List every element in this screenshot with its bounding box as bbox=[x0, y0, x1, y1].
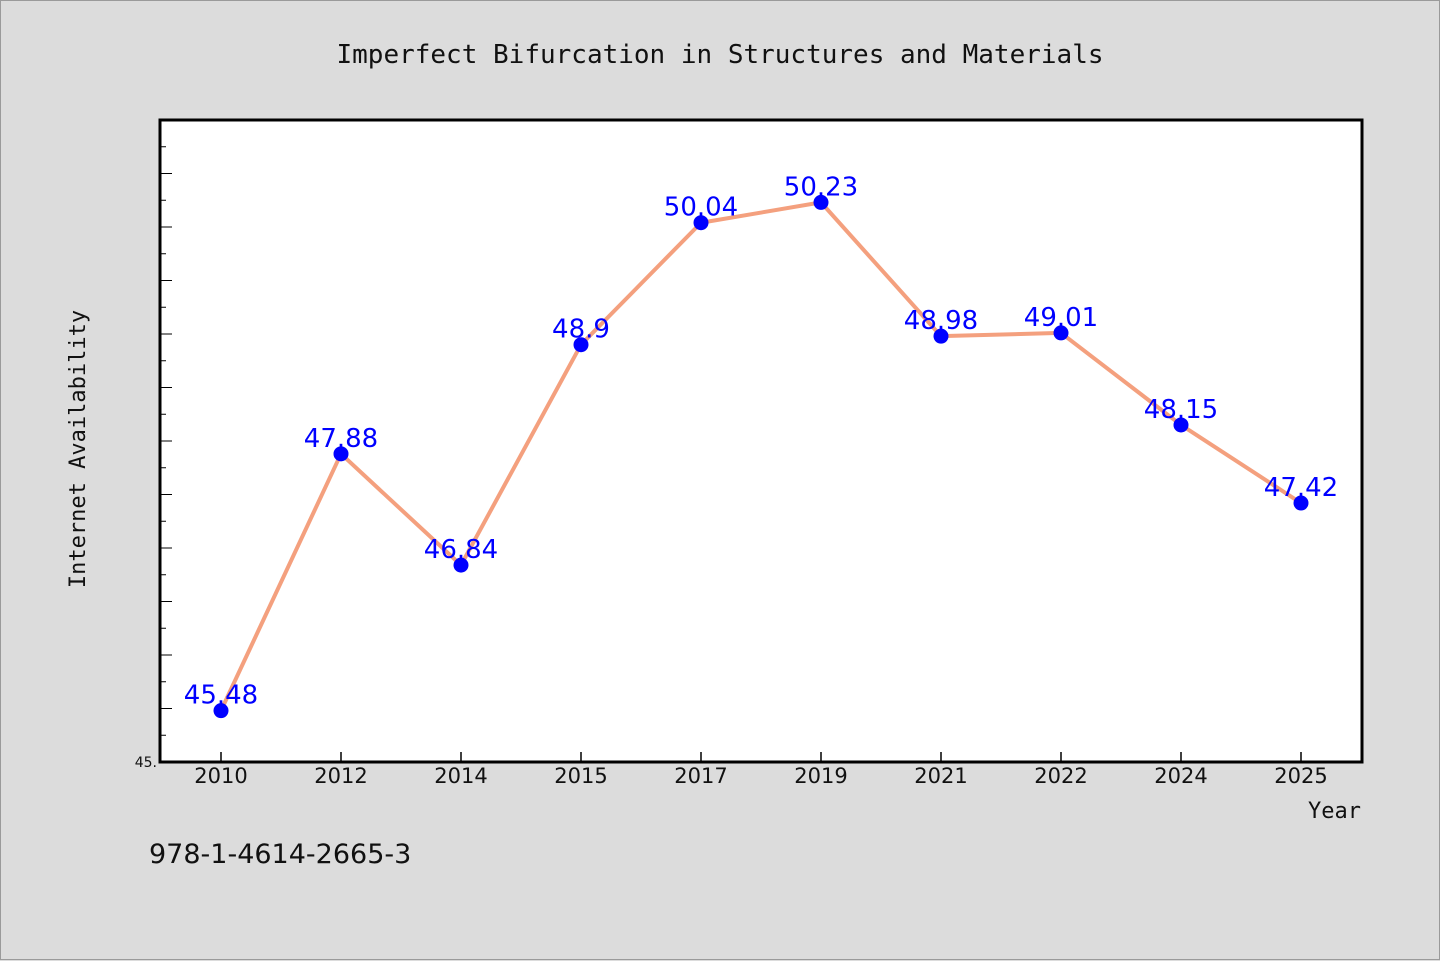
data-point bbox=[693, 215, 709, 231]
plot-area bbox=[158, 118, 1364, 764]
x-tick-label: 2017 bbox=[674, 764, 727, 788]
data-label: 48.9 bbox=[552, 315, 610, 345]
series-group: 45.48 47.88 46.84 48.9 50.04 50.23 48.98 49.01 4… bbox=[184, 172, 1338, 719]
x-axis-title: Year bbox=[1308, 799, 1361, 824]
x-tick-label: 2022 bbox=[1034, 764, 1087, 788]
data-point bbox=[573, 337, 589, 353]
y-axis-title: Internet Availability bbox=[66, 310, 91, 588]
x-tick-label: 2021 bbox=[914, 764, 967, 788]
series-line bbox=[219, 200, 1303, 712]
chart-title: Imperfect Bifurcation in Structures and … bbox=[336, 40, 1103, 70]
data-label: 50.04 bbox=[664, 193, 738, 223]
x-tick-label: 2025 bbox=[1274, 764, 1327, 788]
data-point bbox=[933, 328, 949, 344]
data-point bbox=[813, 194, 829, 210]
y-tick-label: 45. bbox=[135, 755, 157, 771]
data-label: 47.88 bbox=[304, 424, 378, 454]
x-tick-label: 2019 bbox=[794, 764, 847, 788]
data-point bbox=[1293, 495, 1309, 511]
data-label: 46.84 bbox=[424, 535, 498, 565]
footer-isbn: 978-1-4614-2665-3 bbox=[149, 839, 411, 870]
data-label: 45.48 bbox=[184, 681, 258, 711]
data-label: 47.42 bbox=[1264, 473, 1338, 503]
x-tick-label: 2015 bbox=[554, 764, 607, 788]
x-tick-label: 2024 bbox=[1154, 764, 1207, 788]
data-label: 49.01 bbox=[1024, 303, 1098, 333]
data-label: 50.23 bbox=[784, 172, 858, 202]
data-point bbox=[333, 446, 349, 462]
data-point bbox=[453, 557, 469, 573]
x-tick-label: 2010 bbox=[194, 764, 247, 788]
data-label: 48.15 bbox=[1144, 395, 1218, 425]
x-tick-label: 2012 bbox=[314, 764, 367, 788]
x-axis-ticks: 2010 2012 2014 2015 2017 2019 2021 2022 2024 2025 bbox=[194, 752, 1328, 788]
x-tick-label: 2014 bbox=[434, 764, 487, 788]
y-axis-ticks bbox=[160, 146, 172, 736]
data-label: 48.98 bbox=[904, 306, 978, 336]
data-point bbox=[213, 703, 229, 719]
data-point bbox=[1053, 325, 1069, 341]
data-point bbox=[1173, 417, 1189, 433]
